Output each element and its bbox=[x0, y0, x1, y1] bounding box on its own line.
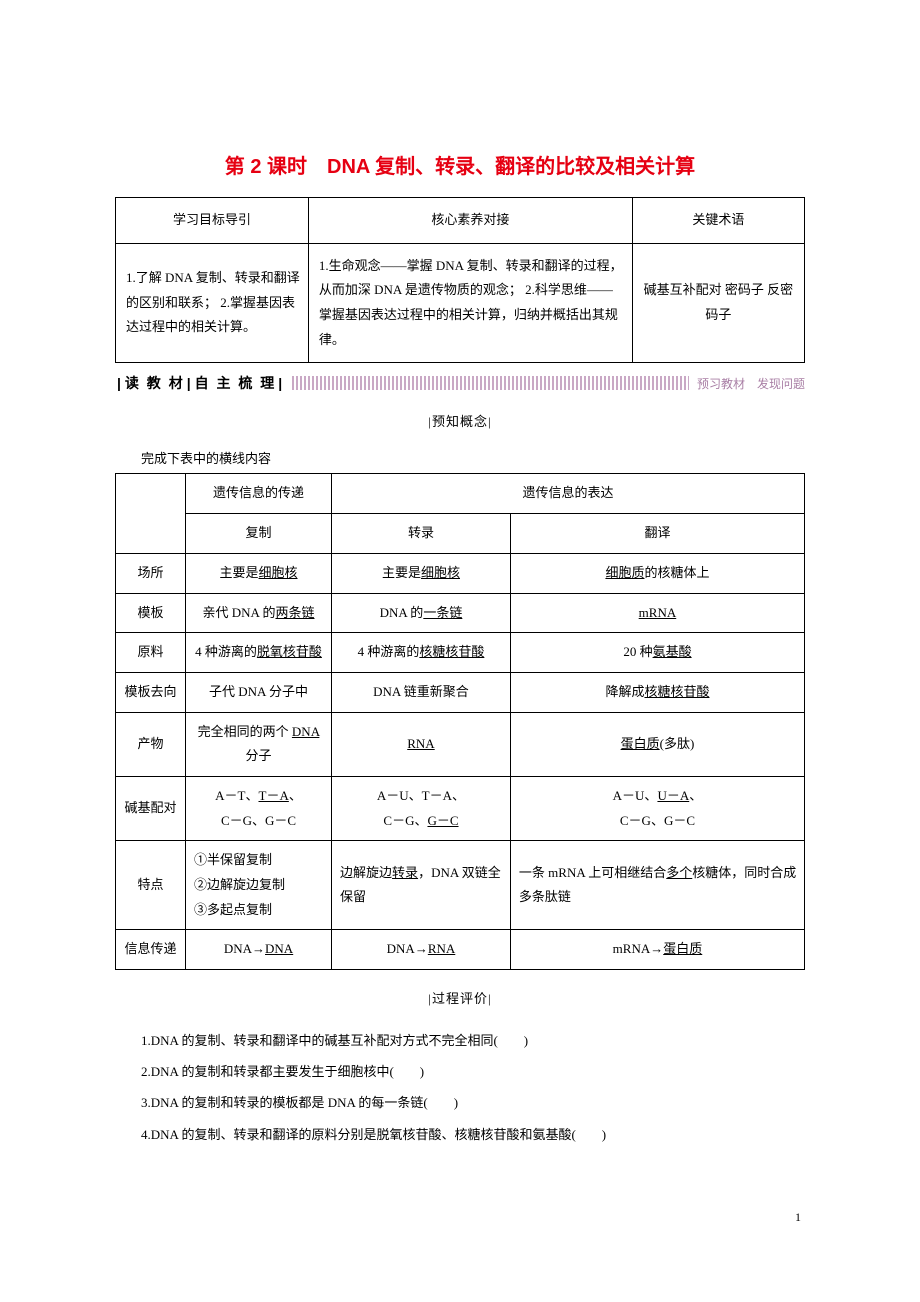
comparison-table: 遗传信息的传递 遗传信息的表达 复制 转录 翻译 场所主要是细胞核主要是细胞核细… bbox=[115, 473, 805, 970]
section-banner: |读 教 材|自 主 梳 理| 预习教材 发现问题 bbox=[115, 373, 805, 393]
t2-sub-1: 复制 bbox=[186, 514, 332, 554]
banner-left: |读 教 材|自 主 梳 理| bbox=[115, 373, 292, 393]
banner-text-2: 自 主 梳 理 bbox=[195, 375, 277, 391]
t2-cell: 主要是细胞核 bbox=[186, 553, 332, 593]
t2-cell: DNA→RNA bbox=[332, 930, 511, 970]
t1-header-1: 学习目标导引 bbox=[116, 198, 309, 244]
objectives-table: 学习目标导引 核心素养对接 关键术语 1.了解 DNA 复制、转录和翻译的区别和… bbox=[115, 197, 805, 363]
t2-cell: A－T、T－A、C－G、G－C bbox=[186, 776, 332, 840]
t2-cell: mRNA bbox=[510, 593, 804, 633]
banner-bar-1: | bbox=[115, 375, 125, 391]
t2-corner bbox=[116, 474, 186, 553]
t2-top-left: 遗传信息的传递 bbox=[186, 474, 332, 514]
question-item: 2.DNA 的复制和转录都主要发生于细胞核中( ) bbox=[115, 1056, 805, 1087]
t2-cell: 蛋白质(多肽) bbox=[510, 712, 804, 776]
t2-cell: 降解成核糖核苷酸 bbox=[510, 672, 804, 712]
t2-rowlabel: 信息传递 bbox=[116, 930, 186, 970]
t2-cell: DNA 链重新聚合 bbox=[332, 672, 511, 712]
t2-rowlabel: 特点 bbox=[116, 841, 186, 930]
t2-cell: 细胞质的核糖体上 bbox=[510, 553, 804, 593]
t1-col1: 1.了解 DNA 复制、转录和翻译的区别和联系； 2.掌握基因表达过程中的相关计… bbox=[116, 243, 309, 363]
t2-cell: 亲代 DNA 的两条链 bbox=[186, 593, 332, 633]
t2-cell: 完全相同的两个 DNA 分子 bbox=[186, 712, 332, 776]
question-item: 3.DNA 的复制和转录的模板都是 DNA 的每一条链( ) bbox=[115, 1087, 805, 1118]
sub-heading-1: |预知概念| bbox=[115, 411, 805, 430]
question-item: 4.DNA 的复制、转录和翻译的原料分别是脱氧核苷酸、核糖核苷酸和氨基酸( ) bbox=[115, 1119, 805, 1150]
banner-bar-2: | bbox=[185, 375, 195, 391]
t2-cell: A－U、T－A、C－G、G－C bbox=[332, 776, 511, 840]
t2-cell: DNA→DNA bbox=[186, 930, 332, 970]
t2-cell: 子代 DNA 分子中 bbox=[186, 672, 332, 712]
t2-sub-2: 转录 bbox=[332, 514, 511, 554]
t2-top-right: 遗传信息的表达 bbox=[332, 474, 805, 514]
t2-cell: 主要是细胞核 bbox=[332, 553, 511, 593]
t2-cell: DNA 的一条链 bbox=[332, 593, 511, 633]
t2-rowlabel: 原料 bbox=[116, 633, 186, 673]
banner-bar-3: | bbox=[276, 375, 286, 391]
t1-header-2: 核心素养对接 bbox=[308, 198, 632, 244]
banner-right: 预习教材 发现问题 bbox=[689, 375, 805, 392]
t2-cell: RNA bbox=[332, 712, 511, 776]
t1-header-3: 关键术语 bbox=[632, 198, 804, 244]
t2-sub-3: 翻译 bbox=[510, 514, 804, 554]
t2-cell: 4 种游离的核糖核苷酸 bbox=[332, 633, 511, 673]
intro-text: 完成下表中的横线内容 bbox=[115, 448, 805, 467]
question-item: 1.DNA 的复制、转录和翻译中的碱基互补配对方式不完全相同( ) bbox=[115, 1025, 805, 1056]
t2-rowlabel: 模板去向 bbox=[116, 672, 186, 712]
t2-cell: A－U、U－A、C－G、G－C bbox=[510, 776, 804, 840]
t2-cell: 20 种氨基酸 bbox=[510, 633, 804, 673]
question-list: 1.DNA 的复制、转录和翻译中的碱基互补配对方式不完全相同( )2.DNA 的… bbox=[115, 1025, 805, 1150]
t2-rowlabel: 模板 bbox=[116, 593, 186, 633]
page-number: 1 bbox=[115, 1210, 805, 1225]
t2-cell: ①半保留复制②边解旋边复制③多起点复制 bbox=[186, 841, 332, 930]
t1-col2: 1.生命观念——掌握 DNA 复制、转录和翻译的过程，从而加深 DNA 是遗传物… bbox=[308, 243, 632, 363]
sub-heading-2: |过程评价| bbox=[115, 988, 805, 1007]
t2-rowlabel: 场所 bbox=[116, 553, 186, 593]
page-title: 第 2 课时 DNA 复制、转录、翻译的比较及相关计算 bbox=[115, 150, 805, 179]
t2-cell: 4 种游离的脱氧核苷酸 bbox=[186, 633, 332, 673]
banner-stripes bbox=[292, 376, 689, 390]
t2-cell: 一条 mRNA 上可相继结合多个核糖体，同时合成多条肽链 bbox=[510, 841, 804, 930]
t2-cell: mRNA→蛋白质 bbox=[510, 930, 804, 970]
t1-col3: 碱基互补配对 密码子 反密码子 bbox=[632, 243, 804, 363]
t2-rowlabel: 碱基配对 bbox=[116, 776, 186, 840]
banner-text-1: 读 教 材 bbox=[125, 375, 185, 391]
t2-cell: 边解旋边转录，DNA 双链全保留 bbox=[332, 841, 511, 930]
t2-rowlabel: 产物 bbox=[116, 712, 186, 776]
